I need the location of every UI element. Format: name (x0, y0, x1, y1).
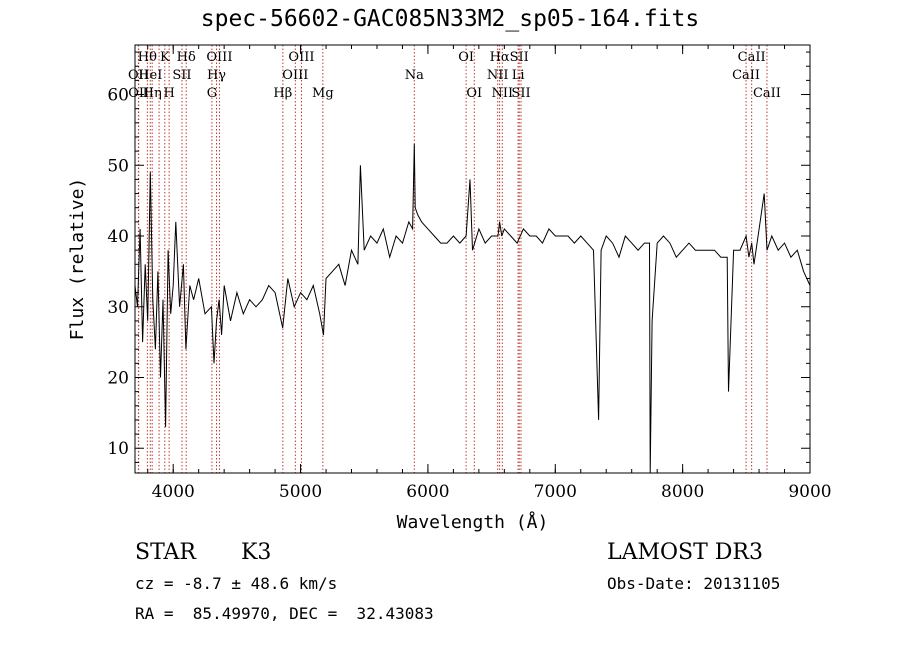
plot-frame (134, 44, 811, 474)
line-label: OII (128, 86, 149, 101)
line-label: OI (458, 50, 474, 65)
line-label: SII (510, 50, 529, 65)
line-label: H (163, 86, 174, 101)
redshift-velocity: cz = -8.7 ± 48.6 km/s (135, 574, 338, 593)
line-label: Na (405, 68, 424, 83)
y-tick-label: 40 (107, 227, 129, 247)
y-tick-label: 30 (107, 298, 129, 318)
observation-date: Obs-Date: 20131105 (607, 574, 781, 593)
object-class: STAR (135, 540, 196, 565)
line-label: K (160, 50, 170, 65)
x-tick-label: 8000 (661, 482, 704, 502)
x-axis: 4000 5000 6000 7000 8000 9000 (147, 45, 832, 502)
x-tick-label: 4000 (152, 482, 195, 502)
spectrum-line (134, 143, 811, 474)
y-tick-label: 60 (107, 86, 129, 106)
line-label: SII (511, 86, 530, 101)
line-label: Hθ (138, 50, 157, 65)
chart-title: spec-56602-GAC085N33M2_sp05-164.fits (200, 6, 700, 32)
y-tick-label: 10 (107, 439, 129, 459)
y-axis: 10 20 30 40 50 60 (107, 51, 810, 463)
line-label: Hη (143, 86, 162, 101)
line-label: NII (491, 86, 513, 101)
line-label: Li (512, 68, 525, 83)
line-label: Hγ (207, 68, 226, 83)
line-label: G (207, 86, 217, 101)
line-label: CaII (732, 68, 760, 83)
line-label: Mg (312, 86, 334, 101)
line-label: CaII (738, 50, 766, 65)
x-tick-label: 9000 (788, 482, 831, 502)
line-label: OIII (282, 68, 308, 83)
y-axis-label: Flux (relative) (67, 178, 88, 341)
line-label: SII (172, 68, 191, 83)
line-markers (137, 45, 768, 473)
x-tick-label: 6000 (406, 482, 449, 502)
line-label: Hδ (177, 50, 196, 65)
line-label: NII (487, 68, 509, 83)
line-label: HeI (138, 68, 162, 83)
x-axis-label: Wavelength (Å) (397, 511, 549, 533)
y-tick-label: 20 (107, 368, 129, 388)
line-label: CaII (753, 86, 781, 101)
object-subclass: K3 (241, 540, 272, 565)
line-label: OI (466, 86, 482, 101)
y-tick-label: 50 (107, 156, 129, 176)
line-label: Hβ (273, 86, 292, 101)
line-label: OIII (288, 50, 314, 65)
line-label: OIII (206, 50, 232, 65)
survey-name: LAMOST DR3 (607, 540, 763, 565)
x-tick-label: 5000 (279, 482, 322, 502)
line-label: Hα (490, 50, 510, 65)
coordinates: RA = 85.49970, DEC = 32.43083 (135, 604, 434, 623)
x-tick-label: 7000 (534, 482, 577, 502)
line-label: OII (128, 68, 149, 83)
